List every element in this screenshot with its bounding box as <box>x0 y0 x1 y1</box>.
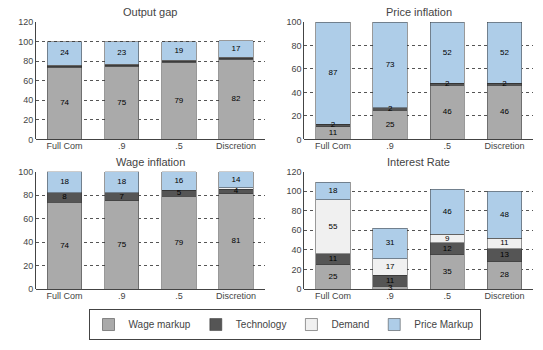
svg-text:79: 79 <box>174 238 183 247</box>
svg-text:23: 23 <box>117 48 126 57</box>
svg-text:Discretion: Discretion <box>216 141 256 151</box>
svg-text:0: 0 <box>28 284 33 294</box>
svg-text:14: 14 <box>232 175 241 184</box>
svg-text:100: 100 <box>287 186 302 196</box>
svg-text:Full Com: Full Com <box>47 141 83 151</box>
svg-text:75: 75 <box>117 98 126 107</box>
svg-text:Demand: Demand <box>331 319 369 330</box>
svg-text:Full Com: Full Com <box>315 141 351 151</box>
svg-text:55: 55 <box>329 222 338 231</box>
svg-text:9: 9 <box>445 234 450 243</box>
svg-text:Discretion: Discretion <box>484 141 524 151</box>
svg-text:Discretion: Discretion <box>216 291 256 301</box>
svg-text:17: 17 <box>386 262 395 271</box>
svg-text:3: 3 <box>388 283 393 292</box>
svg-text:.9: .9 <box>386 141 394 151</box>
svg-text:40: 40 <box>292 88 302 98</box>
svg-text:100: 100 <box>287 17 302 27</box>
svg-text:40: 40 <box>23 237 33 247</box>
svg-text:11: 11 <box>500 238 509 247</box>
svg-text:.5: .5 <box>444 291 452 301</box>
svg-text:31: 31 <box>386 238 395 247</box>
svg-text:16: 16 <box>174 176 183 185</box>
svg-text:0: 0 <box>28 135 33 145</box>
svg-text:2: 2 <box>388 104 393 113</box>
svg-text:.9: .9 <box>118 291 126 301</box>
svg-text:13: 13 <box>500 250 509 259</box>
svg-text:75: 75 <box>117 240 126 249</box>
svg-text:60: 60 <box>23 214 33 224</box>
svg-text:5: 5 <box>177 188 182 197</box>
svg-text:11: 11 <box>329 254 338 263</box>
svg-text:Full Com: Full Com <box>315 291 351 301</box>
svg-text:Full Com: Full Com <box>47 291 83 301</box>
svg-text:20: 20 <box>292 265 302 275</box>
svg-text:40: 40 <box>23 95 33 105</box>
svg-text:8: 8 <box>62 192 67 201</box>
svg-text:46: 46 <box>443 107 452 116</box>
svg-text:11: 11 <box>329 128 338 137</box>
svg-text:48: 48 <box>500 210 509 219</box>
svg-text:Discretion: Discretion <box>484 291 524 301</box>
svg-text:.5: .5 <box>444 141 452 151</box>
svg-text:80: 80 <box>292 41 302 51</box>
svg-text:120: 120 <box>18 17 33 27</box>
svg-text:Wage inflation: Wage inflation <box>116 156 185 168</box>
svg-text:.9: .9 <box>118 141 126 151</box>
svg-text:28: 28 <box>500 270 509 279</box>
svg-text:Technology: Technology <box>236 319 287 330</box>
svg-text:74: 74 <box>60 98 69 107</box>
svg-text:80: 80 <box>23 56 33 66</box>
svg-text:2: 2 <box>502 79 507 88</box>
svg-text:0: 0 <box>297 135 302 145</box>
svg-text:18: 18 <box>117 177 126 186</box>
svg-text:2: 2 <box>445 79 450 88</box>
svg-text:100: 100 <box>18 167 33 177</box>
svg-text:18: 18 <box>329 186 338 195</box>
svg-text:4: 4 <box>234 186 239 195</box>
svg-text:100: 100 <box>18 37 33 47</box>
svg-text:20: 20 <box>23 115 33 125</box>
svg-text:82: 82 <box>232 94 241 103</box>
svg-text:Price Markup: Price Markup <box>414 319 473 330</box>
svg-text:74: 74 <box>60 241 69 250</box>
svg-text:24: 24 <box>60 48 69 57</box>
svg-text:Interest Rate: Interest Rate <box>387 156 450 168</box>
svg-text:40: 40 <box>292 245 302 255</box>
svg-text:.5: .5 <box>175 291 183 301</box>
svg-text:60: 60 <box>292 225 302 235</box>
svg-text:60: 60 <box>292 64 302 74</box>
svg-text:12: 12 <box>443 244 452 253</box>
svg-text:Output gap: Output gap <box>123 6 177 18</box>
svg-text:46: 46 <box>443 207 452 216</box>
svg-text:.9: .9 <box>386 291 394 301</box>
svg-text:52: 52 <box>443 48 452 57</box>
svg-text:Wage markup: Wage markup <box>129 319 191 330</box>
svg-text:2: 2 <box>331 120 336 129</box>
svg-text:79: 79 <box>174 96 183 105</box>
svg-text:80: 80 <box>23 190 33 200</box>
svg-text:11: 11 <box>386 276 395 285</box>
svg-text:46: 46 <box>500 107 509 116</box>
svg-text:73: 73 <box>386 60 395 69</box>
svg-text:Price inflation: Price inflation <box>386 6 452 18</box>
svg-text:35: 35 <box>443 267 452 276</box>
svg-text:52: 52 <box>500 48 509 57</box>
svg-text:87: 87 <box>329 68 338 77</box>
svg-text:25: 25 <box>329 272 338 281</box>
svg-text:7: 7 <box>120 192 125 201</box>
svg-text:18: 18 <box>60 177 69 186</box>
svg-text:19: 19 <box>174 46 183 55</box>
svg-text:17: 17 <box>232 44 241 53</box>
svg-text:20: 20 <box>292 111 302 121</box>
svg-text:0: 0 <box>297 284 302 294</box>
svg-text:81: 81 <box>232 236 241 245</box>
svg-text:25: 25 <box>386 120 395 129</box>
svg-text:120: 120 <box>287 167 302 177</box>
svg-text:80: 80 <box>292 206 302 216</box>
svg-text:20: 20 <box>23 261 33 271</box>
svg-text:.5: .5 <box>175 141 183 151</box>
svg-text:60: 60 <box>23 76 33 86</box>
